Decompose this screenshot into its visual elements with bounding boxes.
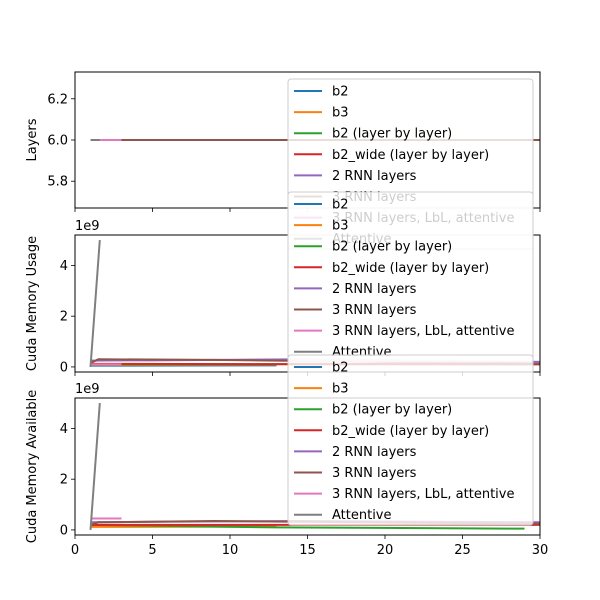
legend-label: 3 RNN layers bbox=[332, 466, 417, 481]
legend-label: b2_wide (layer by layer) bbox=[332, 261, 489, 276]
legend-label: 3 RNN layers, LbL, attentive bbox=[332, 324, 514, 339]
x-axis-ticks-available: 0 5 10 15 20 25 30 bbox=[71, 535, 548, 558]
y-axis-ticks-available: 0 2 4 bbox=[60, 422, 75, 538]
legend-label: b2_wide (layer by layer) bbox=[332, 148, 489, 163]
y-tick-label: 4 bbox=[60, 422, 68, 437]
series-line-attentive bbox=[89, 402, 101, 531]
legend-label: 3 RNN layers bbox=[332, 303, 417, 318]
y-tick-label: 4 bbox=[60, 259, 68, 274]
legend-label: 2 RNN layers bbox=[332, 445, 417, 460]
y-axis-label-layers: Layers bbox=[25, 118, 40, 161]
legend-label: 2 RNN layers bbox=[332, 282, 417, 297]
y-axis-label-available: Cuda Memory Available bbox=[25, 390, 40, 544]
y-tick-label: 0 bbox=[60, 523, 68, 538]
y-axis-ticks-usage: 0 2 4 bbox=[60, 259, 75, 375]
y-tick-label: 2 bbox=[60, 473, 68, 488]
x-tick-label: 25 bbox=[454, 543, 471, 558]
legend-label: Attentive bbox=[332, 508, 392, 523]
offset-label-usage: 1e9 bbox=[75, 219, 100, 234]
legend-label: b2 (layer by layer) bbox=[332, 127, 452, 142]
legend-frame bbox=[287, 354, 534, 526]
x-tick-label: 0 bbox=[71, 543, 79, 558]
x-tick-label: 30 bbox=[532, 543, 549, 558]
legend-label: b3 bbox=[332, 219, 349, 234]
legend-usage: b2 b3 b2 (layer by layer) b2_wide (layer by… bbox=[287, 191, 534, 363]
legend-label: b2 bbox=[332, 198, 349, 213]
legend-label: b2 (layer by layer) bbox=[332, 403, 452, 418]
legend-label: 2 RNN layers bbox=[332, 169, 417, 184]
legend-label: b2 bbox=[332, 361, 349, 376]
x-tick-label: 5 bbox=[148, 543, 156, 558]
y-axis-ticks-layers: 5.8 6.0 6.2 bbox=[47, 92, 75, 190]
y-tick-label: 5.8 bbox=[47, 175, 68, 190]
y-tick-label: 6.0 bbox=[47, 134, 68, 149]
legend-label: b2_wide (layer by layer) bbox=[332, 424, 489, 439]
y-tick-label: 0 bbox=[60, 360, 68, 375]
legend-label: b3 bbox=[332, 382, 349, 397]
legend-label: b2 (layer by layer) bbox=[332, 240, 452, 255]
y-tick-label: 6.2 bbox=[47, 92, 68, 107]
y-tick-label: 2 bbox=[60, 310, 68, 325]
legend-label: b2 bbox=[332, 85, 349, 100]
legend-available: b2 b3 b2 (layer by layer) b2_wide (layer by… bbox=[287, 354, 534, 526]
x-tick-label: 20 bbox=[377, 543, 394, 558]
y-axis-label-usage: Cuda Memory Usage bbox=[25, 236, 40, 371]
series-line-attentive bbox=[89, 239, 101, 368]
legend-label: b3 bbox=[332, 106, 349, 121]
offset-label-available: 1e9 bbox=[75, 382, 100, 397]
legend-label: 3 RNN layers, LbL, attentive bbox=[332, 487, 514, 502]
x-tick-label: 15 bbox=[299, 543, 316, 558]
x-tick-label: 10 bbox=[222, 543, 239, 558]
